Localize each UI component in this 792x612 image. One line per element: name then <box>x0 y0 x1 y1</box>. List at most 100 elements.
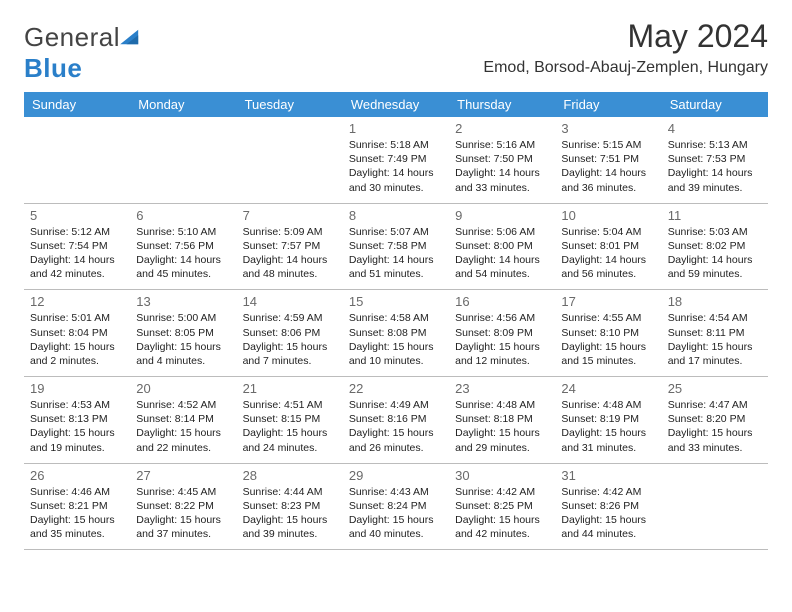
calendar-cell <box>237 117 343 203</box>
day-number: 17 <box>561 294 655 309</box>
day-info: Sunrise: 4:42 AMSunset: 8:26 PMDaylight:… <box>561 485 655 542</box>
day-number: 12 <box>30 294 124 309</box>
day-info: Sunrise: 4:51 AMSunset: 8:15 PMDaylight:… <box>243 398 337 455</box>
calendar-cell: 25 Sunrise: 4:47 AMSunset: 8:20 PMDayligh… <box>662 377 768 464</box>
day-number: 20 <box>136 381 230 396</box>
dow-header: Friday <box>555 92 661 117</box>
day-number: 25 <box>668 381 762 396</box>
logo-text: GeneralBlue <box>24 22 142 84</box>
calendar-cell: 2Sunrise: 5:16 AMSunset: 7:50 PMDaylight… <box>449 117 555 203</box>
calendar-cell: 22 Sunrise: 4:49 AMSunset: 8:16 PMDayligh… <box>343 377 449 464</box>
day-number: 16 <box>455 294 549 309</box>
calendar-week: 12 Sunrise: 5:01 AMSunset: 8:04 PMDayligh… <box>24 290 768 377</box>
calendar-cell: 29Sunrise: 4:43 AMSunset: 8:24 PMDayligh… <box>343 463 449 550</box>
day-info: Sunrise: 5:03 AMSunset: 8:02 PMDaylight:… <box>668 225 762 282</box>
calendar-cell: 18 Sunrise: 4:54 AMSunset: 8:11 PMDayligh… <box>662 290 768 377</box>
day-info: Sunrise: 4:48 AMSunset: 8:19 PMDaylight:… <box>561 398 655 455</box>
day-info: Sunrise: 5:07 AMSunset: 7:58 PMDaylight:… <box>349 225 443 282</box>
day-number: 15 <box>349 294 443 309</box>
location: Emod, Borsod-Abauj-Zemplen, Hungary <box>483 59 768 77</box>
day-number: 9 <box>455 208 549 223</box>
calendar-cell: 10Sunrise: 5:04 AMSunset: 8:01 PMDayligh… <box>555 203 661 290</box>
day-info: Sunrise: 5:06 AMSunset: 8:00 PMDaylight:… <box>455 225 549 282</box>
calendar-cell: 11Sunrise: 5:03 AMSunset: 8:02 PMDayligh… <box>662 203 768 290</box>
day-info: Sunrise: 5:16 AMSunset: 7:50 PMDaylight:… <box>455 138 549 195</box>
calendar-cell: 12 Sunrise: 5:01 AMSunset: 8:04 PMDayligh… <box>24 290 130 377</box>
day-number: 3 <box>561 121 655 136</box>
day-number: 29 <box>349 468 443 483</box>
calendar-cell: 30 Sunrise: 4:42 AMSunset: 8:25 PMDayligh… <box>449 463 555 550</box>
day-number: 22 <box>349 381 443 396</box>
day-number: 18 <box>668 294 762 309</box>
calendar-cell: 19 Sunrise: 4:53 AMSunset: 8:13 PMDayligh… <box>24 377 130 464</box>
day-info: Sunrise: 5:09 AMSunset: 7:57 PMDaylight:… <box>243 225 337 282</box>
calendar-cell: 31 Sunrise: 4:42 AMSunset: 8:26 PMDayligh… <box>555 463 661 550</box>
calendar-cell: 21 Sunrise: 4:51 AMSunset: 8:15 PMDayligh… <box>237 377 343 464</box>
day-number: 6 <box>136 208 230 223</box>
day-info: Sunrise: 5:18 AMSunset: 7:49 PMDaylight:… <box>349 138 443 195</box>
day-info: Sunrise: 4:52 AMSunset: 8:14 PMDaylight:… <box>136 398 230 455</box>
day-number: 14 <box>243 294 337 309</box>
logo-word-1: General <box>24 22 120 52</box>
day-info: Sunrise: 5:15 AMSunset: 7:51 PMDaylight:… <box>561 138 655 195</box>
calendar-cell: 5Sunrise: 5:12 AMSunset: 7:54 PMDaylight… <box>24 203 130 290</box>
calendar-cell: 23 Sunrise: 4:48 AMSunset: 8:18 PMDayligh… <box>449 377 555 464</box>
day-info: Sunrise: 4:42 AMSunset: 8:25 PMDaylight:… <box>455 485 549 542</box>
day-number: 23 <box>455 381 549 396</box>
day-number: 26 <box>30 468 124 483</box>
dow-header: Monday <box>130 92 236 117</box>
calendar-cell: 6Sunrise: 5:10 AMSunset: 7:56 PMDaylight… <box>130 203 236 290</box>
dow-header: Wednesday <box>343 92 449 117</box>
day-number: 21 <box>243 381 337 396</box>
day-info: Sunrise: 4:59 AMSunset: 8:06 PMDaylight:… <box>243 311 337 368</box>
calendar-cell <box>130 117 236 203</box>
calendar-cell: 9 Sunrise: 5:06 AMSunset: 8:00 PMDaylight… <box>449 203 555 290</box>
calendar-week: 5Sunrise: 5:12 AMSunset: 7:54 PMDaylight… <box>24 203 768 290</box>
day-info: Sunrise: 4:56 AMSunset: 8:09 PMDaylight:… <box>455 311 549 368</box>
day-info: Sunrise: 5:00 AMSunset: 8:05 PMDaylight:… <box>136 311 230 368</box>
day-info: Sunrise: 4:53 AMSunset: 8:13 PMDaylight:… <box>30 398 124 455</box>
calendar-cell: 13 Sunrise: 5:00 AMSunset: 8:05 PMDayligh… <box>130 290 236 377</box>
day-number: 24 <box>561 381 655 396</box>
calendar-cell: 14 Sunrise: 4:59 AMSunset: 8:06 PMDayligh… <box>237 290 343 377</box>
calendar-cell: 28 Sunrise: 4:44 AMSunset: 8:23 PMDayligh… <box>237 463 343 550</box>
month-title: May 2024 <box>483 18 768 55</box>
logo: GeneralBlue <box>24 18 142 84</box>
day-info: Sunrise: 4:48 AMSunset: 8:18 PMDaylight:… <box>455 398 549 455</box>
calendar-cell: 17Sunrise: 4:55 AMSunset: 8:10 PMDayligh… <box>555 290 661 377</box>
calendar-cell <box>662 463 768 550</box>
dow-header: Tuesday <box>237 92 343 117</box>
calendar-cell <box>24 117 130 203</box>
day-info: Sunrise: 4:54 AMSunset: 8:11 PMDaylight:… <box>668 311 762 368</box>
calendar-table: SundayMondayTuesdayWednesdayThursdayFrid… <box>24 92 768 550</box>
day-info: Sunrise: 5:12 AMSunset: 7:54 PMDaylight:… <box>30 225 124 282</box>
day-number: 30 <box>455 468 549 483</box>
calendar-cell: 8 Sunrise: 5:07 AMSunset: 7:58 PMDaylight… <box>343 203 449 290</box>
day-number: 8 <box>349 208 443 223</box>
day-info: Sunrise: 4:47 AMSunset: 8:20 PMDaylight:… <box>668 398 762 455</box>
dow-header: Thursday <box>449 92 555 117</box>
day-number: 13 <box>136 294 230 309</box>
day-number: 4 <box>668 121 762 136</box>
calendar-cell: 4Sunrise: 5:13 AMSunset: 7:53 PMDaylight… <box>662 117 768 203</box>
calendar-cell: 24 Sunrise: 4:48 AMSunset: 8:19 PMDayligh… <box>555 377 661 464</box>
day-info: Sunrise: 4:46 AMSunset: 8:21 PMDaylight:… <box>30 485 124 542</box>
calendar-week: 1 Sunrise: 5:18 AMSunset: 7:49 PMDaylight… <box>24 117 768 203</box>
calendar-cell: 1 Sunrise: 5:18 AMSunset: 7:49 PMDaylight… <box>343 117 449 203</box>
day-number: 1 <box>349 121 443 136</box>
logo-word-2: Blue <box>24 53 82 83</box>
dow-header: Sunday <box>24 92 130 117</box>
calendar-cell: 20 Sunrise: 4:52 AMSunset: 8:14 PMDayligh… <box>130 377 236 464</box>
calendar-week: 19 Sunrise: 4:53 AMSunset: 8:13 PMDayligh… <box>24 377 768 464</box>
day-info: Sunrise: 5:01 AMSunset: 8:04 PMDaylight:… <box>30 311 124 368</box>
day-info: Sunrise: 4:44 AMSunset: 8:23 PMDaylight:… <box>243 485 337 542</box>
day-number: 19 <box>30 381 124 396</box>
day-number: 28 <box>243 468 337 483</box>
day-number: 7 <box>243 208 337 223</box>
day-info: Sunrise: 4:45 AMSunset: 8:22 PMDaylight:… <box>136 485 230 542</box>
calendar-cell: 16 Sunrise: 4:56 AMSunset: 8:09 PMDayligh… <box>449 290 555 377</box>
day-number: 31 <box>561 468 655 483</box>
calendar-cell: 15Sunrise: 4:58 AMSunset: 8:08 PMDayligh… <box>343 290 449 377</box>
day-info: Sunrise: 4:49 AMSunset: 8:16 PMDaylight:… <box>349 398 443 455</box>
calendar-cell: 3 Sunrise: 5:15 AMSunset: 7:51 PMDaylight… <box>555 117 661 203</box>
